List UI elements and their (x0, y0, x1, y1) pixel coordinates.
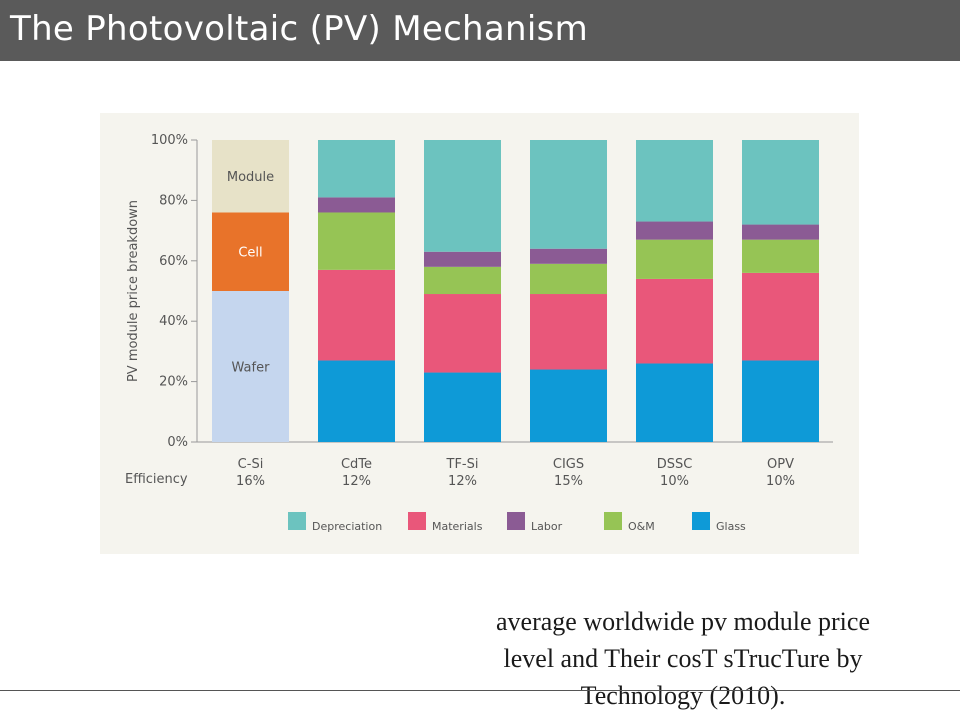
bar-segment-glass (424, 372, 501, 442)
y-tick-label: 0% (167, 435, 188, 450)
segment-label-module: Module (227, 170, 274, 185)
efficiency-value: 16% (236, 474, 265, 489)
bar-segment-glass (636, 363, 713, 442)
efficiency-label: Efficiency (125, 472, 188, 487)
bar-segment-materials (742, 272, 819, 361)
legend-label: Labor (531, 520, 563, 533)
chart-panel: 0% 20% 40% 60% 80% 100% PV module price breakd… (100, 113, 859, 554)
efficiency-value: 12% (448, 474, 477, 489)
legend-label: Materials (432, 520, 483, 533)
bar-segment-module (212, 140, 289, 213)
bar-segment-labor (530, 248, 607, 264)
y-axis-label: PV module price breakdown (126, 200, 141, 382)
bar-segment-glass (530, 369, 607, 442)
x-category-label: CIGS (553, 457, 584, 472)
bar-segment-labor (318, 197, 395, 213)
bar-segment-materials (424, 294, 501, 373)
caption: average worldwide pv module price level … (440, 603, 926, 714)
bar-segment-o-m (424, 266, 501, 295)
caption-line-1: average worldwide pv module price (496, 607, 870, 636)
x-category-label: TF-Si (446, 457, 479, 472)
legend-swatch-o-m (604, 512, 622, 530)
legend-swatch-materials (408, 512, 426, 530)
bar-segment-depreciation (530, 140, 607, 249)
y-tick-label: 20% (159, 375, 188, 390)
efficiency-value: 15% (554, 474, 583, 489)
legend-swatch-depreciation (288, 512, 306, 530)
x-category-label: CdTe (341, 457, 372, 472)
bar-segment-labor (742, 224, 819, 240)
bar-segment-o-m (318, 212, 395, 270)
legend-label: Depreciation (312, 520, 382, 533)
bar-segment-depreciation (636, 140, 713, 222)
bar-segment-glass (318, 360, 395, 442)
title-bar: The Photovoltaic (PV) Mechanism (0, 0, 960, 61)
y-tick-label: 40% (159, 314, 188, 329)
segment-label-cell: Cell (238, 246, 262, 261)
y-tick-label: 100% (151, 133, 188, 148)
efficiency-value: 10% (766, 474, 795, 489)
caption-line-3: Technology (2010). (580, 681, 786, 710)
bar-segment-o-m (530, 263, 607, 295)
legend-label: O&M (628, 520, 655, 533)
segment-label-wafer: Wafer (232, 361, 271, 376)
bar-segment-materials (636, 278, 713, 364)
caption-line-2: level and Their cosT sTrucTure by (503, 644, 863, 673)
bar-segment-materials (318, 269, 395, 361)
footer-divider (0, 690, 960, 691)
bar-segment-labor (636, 221, 713, 240)
efficiency-value: 12% (342, 474, 371, 489)
slide-title: The Photovoltaic (PV) Mechanism (10, 9, 589, 49)
bar-segment-depreciation (318, 140, 395, 198)
legend-swatch-glass (692, 512, 710, 530)
bar-segment-depreciation (424, 140, 501, 252)
y-tick-label: 80% (159, 193, 188, 208)
bar-segment-cell (212, 212, 289, 291)
y-tick-label: 60% (159, 254, 188, 269)
legend-swatch-labor (507, 512, 525, 530)
x-category-label: DSSC (657, 457, 693, 472)
bar-segment-labor (424, 251, 501, 267)
bar-segment-o-m (636, 239, 713, 279)
x-category-label: OPV (767, 457, 794, 472)
stacked-bar-chart: 0% 20% 40% 60% 80% 100% PV module price breakd… (125, 133, 833, 533)
bar-segment-o-m (742, 239, 819, 273)
bar-segment-glass (742, 360, 819, 442)
efficiency-value: 10% (660, 474, 689, 489)
bar-segment-materials (530, 294, 607, 370)
bar-segment-wafer (212, 291, 289, 442)
x-category-label: C-Si (238, 457, 264, 472)
legend-label: Glass (716, 520, 746, 533)
bar-segment-depreciation (742, 140, 819, 225)
